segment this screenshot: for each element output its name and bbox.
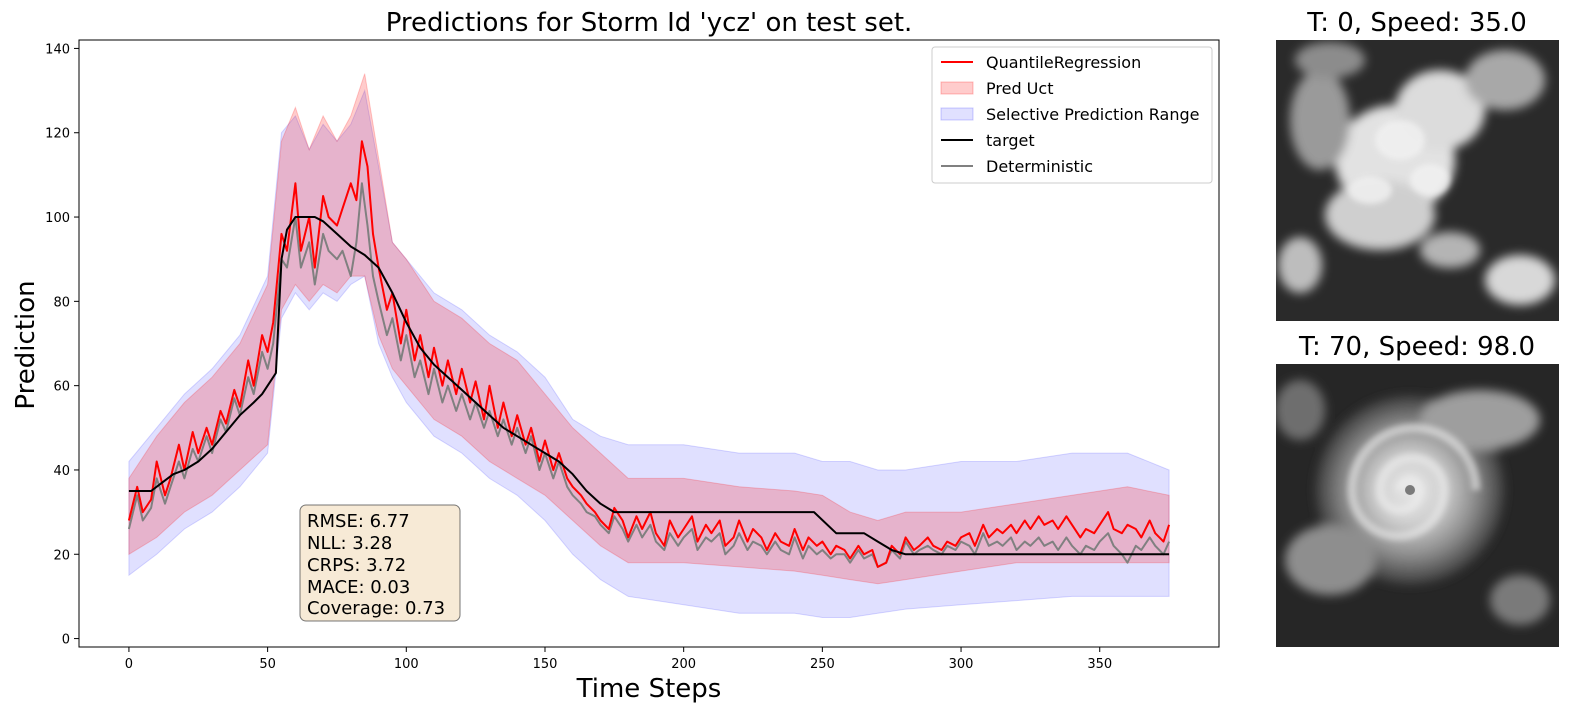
y-tick-label: 100 [45, 211, 70, 226]
legend-swatch-pred-uct [940, 81, 974, 95]
y-tick-label: 60 [53, 380, 70, 395]
y-tick-label: 120 [45, 127, 70, 142]
image-1-title: T: 0, Speed: 35.0 [1306, 8, 1527, 38]
plot-frame [78, 39, 1220, 648]
metric-coverage: Coverage: 0.73 [307, 598, 445, 619]
y-axis-label: Prediction [11, 280, 41, 409]
y-tick-label: 40 [53, 464, 70, 479]
satellite-image-1 [1276, 40, 1559, 321]
x-tick-label: 350 [1087, 657, 1112, 672]
legend-label-pred-uct: Pred Uct [986, 79, 1053, 98]
x-tick-label: 100 [394, 657, 419, 672]
x-tick-label: 0 [125, 657, 133, 672]
x-tick-label: 50 [259, 657, 276, 672]
satellite-image-2 [1276, 364, 1559, 647]
legend: QuantileRegression Pred Uct Selective Pr… [931, 46, 1213, 184]
legend-label-selective: Selective Prediction Range [986, 105, 1199, 124]
legend-label-target: target [986, 131, 1035, 150]
y-tick-label: 0 [62, 633, 70, 648]
metrics-box-bg [299, 504, 461, 622]
legend-label-deterministic: Deterministic [986, 157, 1093, 176]
legend-label-quantile: QuantileRegression [986, 53, 1141, 72]
plot-area [78, 39, 1220, 648]
y-axis: 0 20 40 60 80 100 120 140 [45, 42, 79, 648]
x-tick-label: 150 [533, 657, 558, 672]
deterministic-line [127, 182, 1171, 568]
chart-title: Predictions for Storm Id 'ycz' on test s… [386, 8, 913, 38]
metric-mace: MACE: 0.03 [307, 577, 410, 598]
metric-crps: CRPS: 3.72 [307, 555, 406, 576]
y-tick-label: 140 [45, 42, 70, 57]
legend-box [931, 46, 1213, 184]
selective-range-band [128, 88, 1170, 618]
line-layer [127, 140, 1171, 568]
metric-nll: NLL: 3.28 [307, 533, 392, 554]
x-tick-label: 300 [949, 657, 974, 672]
x-axis: 0 50 100 150 200 250 300 350 [125, 647, 1112, 672]
image-2-title: T: 70, Speed: 98.0 [1298, 332, 1535, 362]
x-tick-label: 250 [810, 657, 835, 672]
legend-swatch-selective [940, 107, 974, 121]
quantile-regression-line [127, 140, 1171, 568]
y-tick-label: 80 [53, 295, 70, 310]
x-tick-label: 200 [671, 657, 696, 672]
target-line [128, 216, 1170, 556]
y-tick-label: 20 [53, 548, 70, 563]
x-axis-label: Time Steps [576, 674, 722, 704]
metrics-box: RMSE: 6.77 NLL: 3.28 CRPS: 3.72 MACE: 0.… [299, 504, 461, 622]
metric-rmse: RMSE: 6.77 [307, 511, 410, 532]
